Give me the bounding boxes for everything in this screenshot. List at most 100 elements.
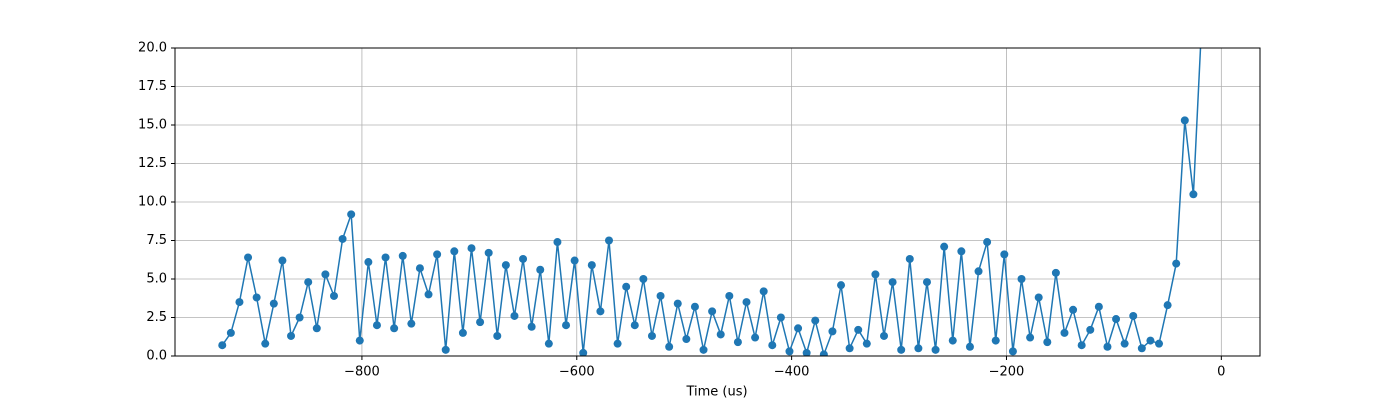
data-point — [776, 313, 785, 322]
data-point — [1017, 275, 1026, 283]
data-point — [630, 321, 639, 330]
data-point — [390, 324, 399, 333]
data-point — [355, 336, 364, 345]
data-point — [587, 261, 596, 270]
data-point — [364, 258, 373, 267]
data-point — [536, 265, 545, 274]
data-point — [1180, 116, 1189, 125]
data-point — [287, 331, 296, 340]
data-point — [991, 336, 1000, 345]
y-tick-label: 7.5 — [146, 233, 167, 248]
y-tick-label: 12.5 — [138, 156, 167, 171]
y-tick-label: 15.0 — [138, 118, 167, 133]
data-point — [665, 342, 674, 351]
data-point — [519, 254, 528, 263]
x-tick-label: −400 — [774, 365, 810, 380]
data-point — [948, 336, 957, 345]
data-point — [957, 247, 966, 256]
data-point — [931, 345, 940, 354]
data-point — [837, 281, 846, 290]
x-tick-label: −600 — [559, 365, 595, 380]
data-point — [381, 253, 390, 262]
y-tick-label: 5.0 — [146, 272, 167, 287]
data-point — [983, 238, 992, 247]
data-point — [880, 331, 889, 340]
data-point — [398, 251, 407, 260]
data-point — [544, 339, 553, 348]
data-point — [261, 339, 270, 348]
data-point — [1086, 325, 1095, 334]
data-point — [244, 253, 253, 262]
data-point — [819, 350, 828, 356]
data-point — [226, 328, 235, 337]
data-point — [854, 325, 863, 334]
data-point — [725, 291, 734, 300]
data-point — [1163, 301, 1172, 310]
data-point — [338, 234, 347, 243]
x-tick-label: 0 — [1217, 365, 1225, 380]
data-point — [673, 299, 682, 308]
data-point — [699, 345, 708, 354]
x-axis-label: Time (us) — [685, 385, 747, 400]
data-point — [1146, 336, 1155, 345]
data-point — [647, 331, 656, 340]
data-point — [914, 344, 923, 353]
data-point — [1060, 328, 1069, 337]
data-point — [656, 291, 665, 300]
data-point — [690, 302, 699, 311]
data-point — [329, 291, 338, 300]
data-point — [802, 348, 811, 356]
data-point — [553, 238, 562, 247]
data-point — [1198, 13, 1206, 21]
data-point — [794, 324, 803, 333]
data-point — [905, 254, 914, 263]
data-point — [965, 342, 974, 351]
data-point — [768, 341, 777, 350]
data-point — [476, 318, 485, 327]
data-point — [458, 328, 467, 337]
data-point — [235, 298, 244, 307]
y-tick-label: 10.0 — [138, 195, 167, 210]
data-point — [716, 330, 725, 339]
data-point — [304, 278, 313, 287]
data-point — [897, 345, 906, 354]
y-tick-label: 0.0 — [146, 349, 167, 364]
x-tick-label: −800 — [344, 365, 380, 380]
data-point — [441, 345, 450, 354]
data-point — [424, 290, 433, 299]
data-point — [252, 293, 261, 302]
data-point — [751, 333, 760, 342]
data-point — [321, 270, 330, 279]
data-point — [682, 335, 691, 344]
data-point — [605, 236, 613, 245]
data-point — [527, 322, 536, 331]
data-point — [888, 278, 897, 287]
data-point — [974, 267, 983, 276]
x-tick-label: −200 — [989, 365, 1025, 380]
data-point — [1069, 305, 1078, 314]
data-point — [1155, 339, 1164, 348]
data-point — [1112, 315, 1121, 324]
data-point — [467, 244, 476, 253]
data-point — [501, 261, 510, 270]
data-point — [1129, 311, 1138, 320]
data-point — [562, 321, 571, 330]
y-tick-label: 2.5 — [146, 310, 167, 325]
data-point — [1077, 341, 1086, 350]
data-point — [1103, 342, 1112, 351]
data-point — [278, 256, 287, 265]
data-point — [493, 331, 502, 340]
data-point — [312, 324, 321, 333]
data-point — [372, 321, 381, 330]
data-point — [295, 313, 304, 322]
data-point — [1137, 344, 1146, 353]
data-point — [570, 256, 579, 265]
data-point — [415, 264, 424, 273]
data-point — [1034, 293, 1043, 302]
axes-frame — [174, 47, 1261, 357]
y-tick-label: 20.0 — [138, 41, 167, 56]
data-point — [433, 250, 442, 259]
data-point — [1008, 347, 1017, 356]
data-point — [1026, 333, 1035, 342]
